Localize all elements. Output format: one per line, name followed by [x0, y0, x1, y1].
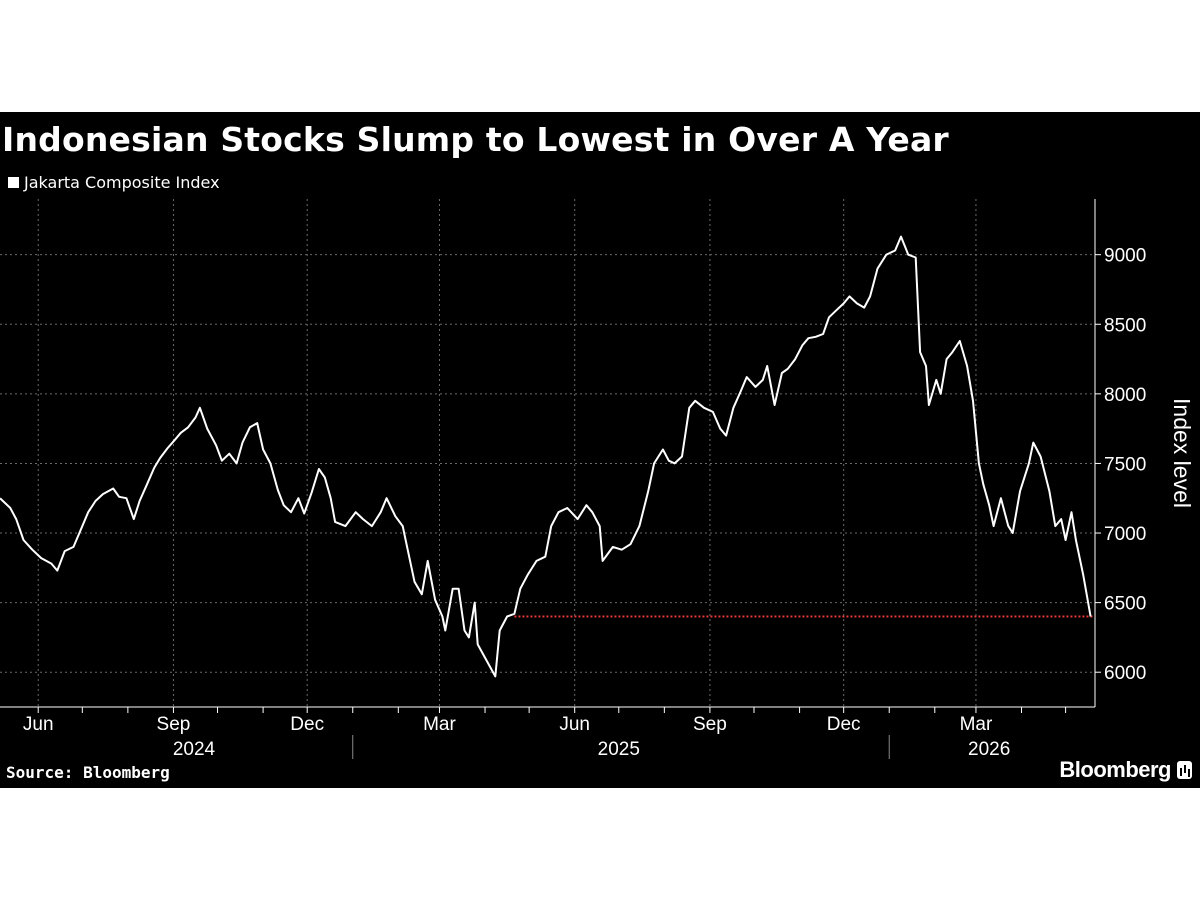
x-tick-label: Dec — [827, 714, 861, 735]
y-tick-label: 8500 — [1104, 315, 1146, 336]
legend: Jakarta Composite Index — [8, 172, 220, 192]
y-tick-label: 9000 — [1104, 246, 1146, 267]
x-tick-label: Dec — [290, 714, 324, 735]
series-line-jakarta-composite — [0, 235, 1092, 678]
source-note: Source: Bloomberg — [6, 763, 170, 782]
x-year-label: 2025 — [598, 739, 640, 760]
x-tick-label: Mar — [423, 714, 456, 735]
bloomberg-logo: Bloomberg — [1059, 757, 1192, 783]
x-tick-label: Sep — [693, 714, 727, 735]
x-year-label: 2026 — [968, 739, 1010, 760]
y-tick-label: 8000 — [1104, 385, 1146, 406]
axes: 6000 6500 7000 7500 8000 8500 9000 Jun Sep Dec Mar… — [0, 199, 1195, 760]
y-tick-label: 7500 — [1104, 454, 1146, 475]
x-tick-label: Sep — [157, 714, 191, 735]
legend-swatch — [8, 176, 19, 188]
x-year-label: 2024 — [173, 739, 216, 760]
x-tick-label: Jun — [23, 714, 54, 735]
x-tick-label: Jun — [559, 714, 590, 735]
x-tick-label: Mar — [960, 714, 993, 735]
bloomberg-wordmark: Bloomberg — [1059, 757, 1171, 782]
y-axis-title: Index level — [1169, 398, 1195, 508]
legend-label: Jakarta Composite Index — [24, 172, 220, 192]
series-layer — [0, 235, 1095, 678]
y-tick-label: 6500 — [1104, 594, 1146, 615]
terminal-chart-icon — [1177, 761, 1192, 779]
chart-title: Indonesian Stocks Slump to Lowest in Ove… — [2, 120, 949, 159]
y-tick-label: 7000 — [1104, 524, 1146, 545]
line-chart: 6000 6500 7000 7500 8000 8500 9000 Jun Sep Dec Mar… — [0, 199, 1195, 760]
chart-panel: 6000 6500 7000 7500 8000 8500 9000 Jun Sep Dec Mar… — [0, 112, 1200, 788]
y-tick-label: 6000 — [1104, 663, 1146, 684]
